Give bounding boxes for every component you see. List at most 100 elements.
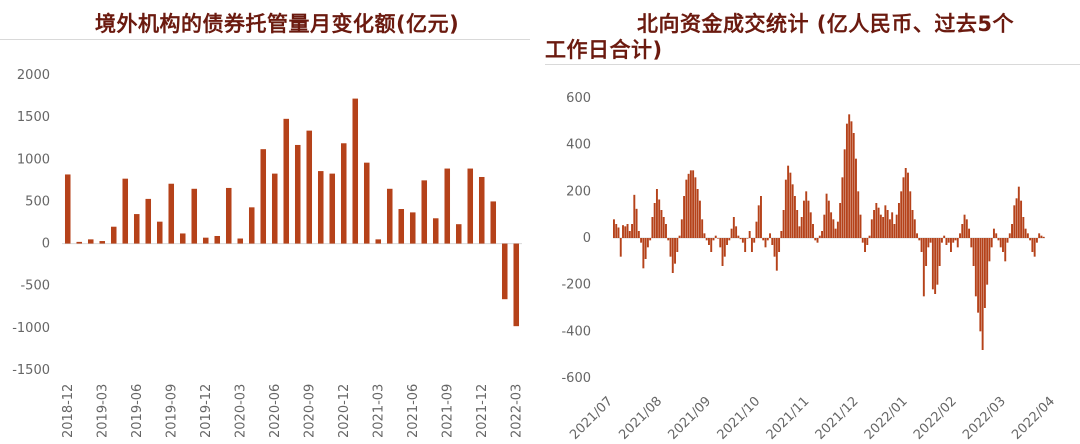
bar	[934, 238, 937, 294]
x-tick-label: 2019-09	[164, 384, 179, 438]
bar	[909, 191, 912, 238]
bar	[669, 238, 672, 257]
bar	[631, 224, 634, 238]
bar	[398, 209, 405, 244]
bar	[701, 219, 704, 238]
x-tick-label: 2022/04	[1009, 394, 1058, 443]
bar	[834, 228, 837, 238]
x-tick-label: 2020-09	[302, 384, 317, 438]
bar	[202, 237, 209, 244]
bar	[970, 238, 973, 248]
x-tick-label: 2019-03	[95, 384, 110, 438]
bar	[667, 238, 670, 241]
bar	[787, 165, 790, 238]
x-tick-label: 2022/02	[911, 394, 960, 443]
bar	[988, 238, 991, 262]
bar	[843, 149, 846, 238]
bar	[778, 238, 781, 252]
bar	[260, 149, 267, 244]
bar	[1008, 233, 1011, 238]
y-tick-label: -400	[561, 324, 591, 339]
x-tick-label: 2019-06	[130, 384, 145, 438]
x-tick-label: 2021/08	[616, 394, 665, 443]
bar	[959, 233, 961, 238]
bar	[714, 235, 717, 238]
y-tick-label: 1500	[17, 110, 50, 125]
bar	[237, 238, 244, 244]
bar	[925, 238, 928, 266]
bar	[637, 231, 640, 238]
bar	[859, 214, 862, 238]
bar	[818, 235, 821, 238]
bar	[646, 238, 649, 248]
x-tick-label: 2021-09	[440, 384, 455, 438]
bar	[692, 170, 695, 238]
bar	[775, 238, 778, 271]
bar	[974, 238, 977, 297]
bar	[329, 173, 336, 244]
bar	[900, 191, 903, 238]
bar	[882, 217, 885, 238]
bar	[728, 238, 731, 241]
bar	[363, 162, 370, 244]
bar	[940, 238, 943, 243]
x-tick-label: 2020-06	[268, 384, 283, 438]
bar	[179, 233, 186, 244]
bar	[995, 233, 998, 238]
bar	[649, 238, 652, 241]
bar	[841, 177, 844, 238]
y-tick-label: 400	[566, 138, 591, 153]
bar	[513, 243, 520, 327]
bar	[615, 224, 618, 238]
bar	[784, 179, 787, 238]
bar	[757, 205, 760, 238]
bar	[76, 241, 83, 244]
chart-title-line-1: 北向资金成交统计 (亿人民币、过去5个	[637, 12, 1015, 36]
bar	[873, 210, 876, 238]
bar	[737, 235, 740, 238]
bar	[1002, 238, 1004, 252]
bar	[707, 238, 710, 245]
bar	[1004, 238, 1007, 262]
bar	[929, 238, 932, 243]
bar	[703, 233, 706, 238]
bar	[796, 210, 799, 238]
bar	[685, 179, 688, 238]
bar	[628, 231, 631, 238]
bar	[897, 203, 900, 238]
bar	[855, 158, 857, 238]
bar	[635, 208, 638, 238]
bar	[990, 238, 993, 248]
bar	[644, 238, 647, 259]
bar	[624, 226, 627, 238]
bar	[918, 238, 921, 241]
bar	[952, 238, 955, 243]
bar	[655, 189, 658, 238]
x-tick-label: 2021/09	[665, 394, 714, 443]
bar	[748, 231, 751, 238]
bar	[619, 238, 622, 257]
bar	[762, 238, 765, 241]
bar	[972, 238, 975, 266]
x-tick-label: 2022/01	[862, 394, 911, 443]
bar	[1040, 235, 1043, 238]
bar	[671, 238, 674, 273]
bar	[902, 177, 905, 238]
x-tick-label: 2021-12	[475, 384, 490, 438]
bar	[857, 191, 860, 238]
y-tick-label: 2000	[17, 68, 50, 83]
x-tick-label: 2019-12	[199, 384, 214, 438]
bar	[782, 210, 785, 238]
bar	[755, 221, 758, 238]
bar	[678, 235, 681, 238]
bar	[877, 207, 880, 238]
bar	[986, 238, 989, 285]
bar	[977, 238, 980, 313]
y-tick-label: -600	[561, 371, 591, 386]
bar	[992, 228, 995, 238]
bond-custody-chart: 2000 1500 1000 500 0 -500 -1000 -1500 2018-12 201…	[12, 68, 524, 438]
bar	[802, 200, 805, 238]
chart-title: 境外机构的债券托管量月变化额(亿元)	[95, 12, 460, 36]
bar	[771, 238, 774, 245]
bar	[721, 238, 724, 266]
